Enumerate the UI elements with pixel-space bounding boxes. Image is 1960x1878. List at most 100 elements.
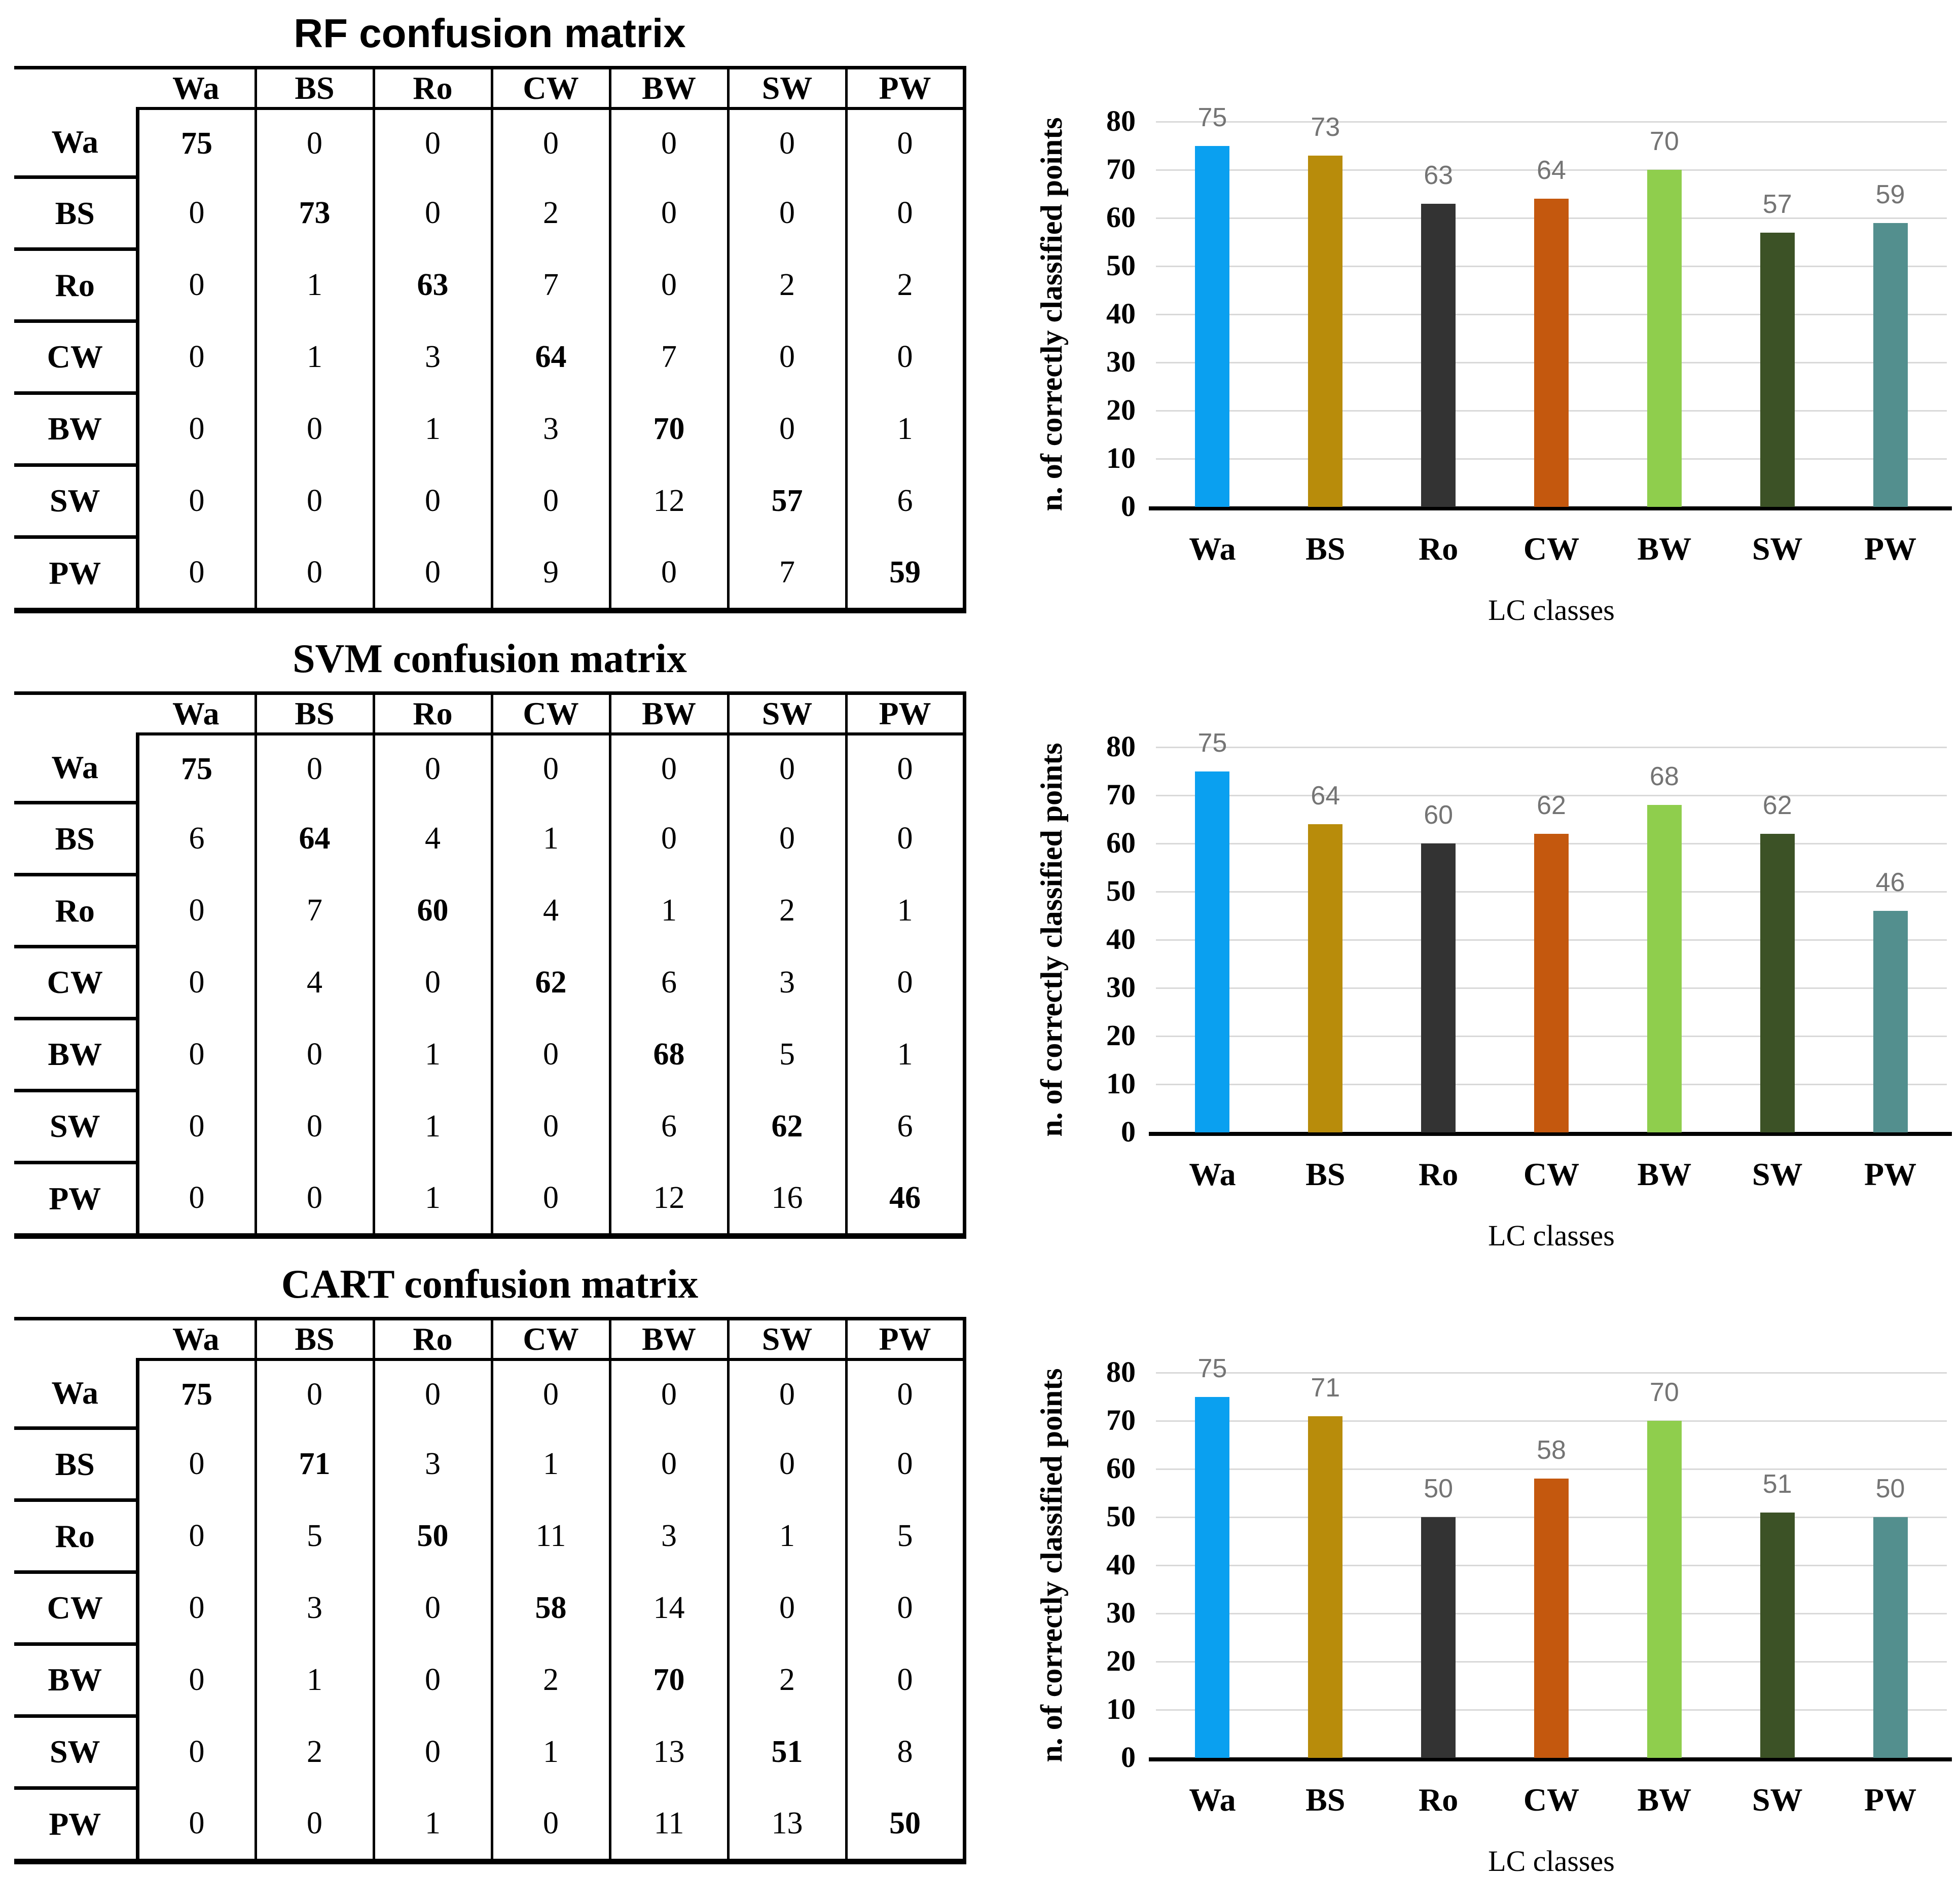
matrix-cell: 0 — [608, 1359, 728, 1428]
matrix-cell: 0 — [490, 1359, 610, 1428]
matrix-cell: 0 — [372, 734, 492, 803]
bar-plot-area: 0 10 20 30 40 50 60 70 80 75 Wa 64 BS 60 Ro 62 CW 68 BW 62 S… — [1106, 728, 1952, 1192]
matrix-cell: 0 — [254, 1788, 374, 1865]
y-tick-label: 70 — [1106, 153, 1136, 186]
matrix-col-header: SW — [727, 1317, 846, 1361]
gridline — [1156, 795, 1947, 796]
bar-ro — [1421, 1517, 1456, 1758]
y-tick-label: 40 — [1106, 923, 1136, 956]
matrix-cell: 1 — [254, 249, 374, 321]
bar-sw — [1760, 1512, 1795, 1758]
matrix-cell: 5 — [727, 1018, 846, 1091]
matrix-row: BS 0 73 0 2 0 0 0 — [14, 177, 966, 251]
matrix-row-label: Wa — [14, 108, 139, 179]
matrix-cell: 0 — [254, 393, 374, 465]
matrix-cell: 0 — [490, 108, 610, 177]
bar-value-label: 73 — [1311, 112, 1340, 142]
matrix-row: Wa 75 0 0 0 0 0 0 — [14, 734, 966, 805]
matrix-cell: 13 — [608, 1716, 728, 1788]
matrix-cell: 0 — [727, 802, 846, 875]
x-axis-title: LC classes — [1488, 594, 1615, 627]
y-tick-label: 70 — [1106, 1404, 1136, 1437]
bar-value-label: 50 — [1875, 1474, 1905, 1503]
matrix-row: CW 0 3 0 58 14 0 0 — [14, 1572, 966, 1646]
bar-cw — [1534, 834, 1569, 1132]
y-tick-label: 40 — [1106, 1548, 1136, 1581]
bar-bw — [1647, 805, 1682, 1132]
matrix-cell: 16 — [727, 1162, 846, 1239]
y-axis-title: n. of correctly classified points — [1035, 1368, 1068, 1762]
bar-value-label: 62 — [1537, 791, 1566, 820]
cart-matrix-title: CART confusion matrix — [281, 1262, 699, 1307]
category-label-bs: BS — [1305, 1156, 1346, 1192]
matrix-cell: 0 — [189, 965, 205, 1000]
matrix-cell: 0 — [608, 1428, 728, 1500]
matrix-row: BW 0 0 1 0 68 5 1 — [14, 1018, 966, 1092]
matrix-cell: 0 — [254, 108, 374, 177]
matrix-cell: 0 — [727, 393, 846, 465]
matrix-cell: 0 — [189, 411, 205, 446]
bar-sw — [1760, 834, 1795, 1132]
matrix-cell: 0 — [189, 1590, 205, 1625]
y-tick-label: 0 — [1121, 1741, 1136, 1774]
bar-value-label: 62 — [1762, 791, 1792, 820]
matrix-row-label: Wa — [14, 734, 139, 805]
matrix-cell: 7 — [608, 321, 728, 393]
matrix-header-row: Wa BS Ro CW BW SW PW — [14, 1317, 966, 1361]
y-axis-title: n. of correctly classified points — [1035, 117, 1068, 511]
cart-chart-section: 0 10 20 30 40 50 60 70 80 75 Wa 71 BS 50 Ro 58 CW 70 BW 51 S… — [965, 1251, 1960, 1877]
matrix-cell: 2 — [727, 249, 846, 321]
category-label-cw: CW — [1523, 1156, 1580, 1192]
x-axis-line — [1149, 1132, 1952, 1136]
x-axis-line — [1149, 1757, 1952, 1761]
matrix-cell: 0 — [727, 1572, 846, 1644]
matrix-cell: 0 — [845, 1644, 966, 1716]
matrix-cell: 0 — [845, 802, 966, 875]
matrix-header: Wa BS Ro CW BW SW PW — [14, 66, 966, 110]
svm-bar-chart: 0 10 20 30 40 50 60 70 80 75 Wa 64 BS 60 Ro 62 CW 68 BW 62 S… — [965, 625, 1960, 1252]
matrix-row: Wa 75 0 0 0 0 0 0 — [14, 1359, 966, 1430]
matrix-cell: 0 — [137, 537, 256, 614]
panel-cart: CART confusion matrix Wa BS Ro CW BW SW PW Wa 75… — [0, 1251, 1960, 1877]
matrix-cell: 4 — [372, 802, 492, 875]
matrix-row: Ro 0 5 50 11 3 1 5 — [14, 1500, 966, 1574]
matrix-cell: 75 — [181, 1377, 212, 1412]
matrix-col-header: BW — [608, 1317, 728, 1361]
matrix-cell: 51 — [727, 1716, 846, 1788]
matrix-cell: 11 — [608, 1788, 728, 1865]
matrix-cell: 60 — [372, 874, 492, 947]
y-tick-label: 0 — [1121, 1115, 1136, 1149]
matrix-col-header: BS — [254, 1317, 374, 1361]
matrix-col-header: Ro — [372, 691, 492, 735]
matrix-col-header: PW — [845, 1317, 966, 1361]
matrix-row: BS 0 71 3 1 0 0 0 — [14, 1428, 966, 1502]
matrix-body: Wa 75 0 0 0 0 0 0 BS 6 64 4 1 0 0 0 Ro 0 7 60 4 1 2 1 CW 0 4 0 62 6 3 0… — [14, 734, 966, 1239]
y-tick-label: 80 — [1106, 104, 1136, 138]
matrix-cell: 6 — [608, 946, 728, 1019]
matrix-cell: 8 — [845, 1716, 966, 1788]
matrix-cell: 0 — [372, 1644, 492, 1716]
rf-matrix-section: RF confusion matrix Wa BS Ro CW BW SW PW Wa 75 0 0… — [0, 0, 966, 625]
matrix-cell: 0 — [845, 734, 966, 803]
matrix-row: SW 0 0 0 0 12 57 6 — [14, 465, 966, 539]
matrix-cell: 58 — [490, 1572, 610, 1644]
matrix-cell: 50 — [372, 1500, 492, 1572]
matrix-row-label: CW — [14, 946, 139, 1020]
matrix-cell: 0 — [845, 177, 966, 249]
matrix-cell: 11 — [490, 1500, 610, 1572]
matrix-cell: 0 — [727, 177, 846, 249]
matrix-row: PW 0 0 0 9 0 7 59 — [14, 537, 966, 614]
matrix-cell: 0 — [372, 946, 492, 1019]
matrix-row-label: Wa — [14, 1359, 139, 1430]
matrix-row-label: PW — [14, 1788, 139, 1865]
matrix-cell: 0 — [608, 249, 728, 321]
bar-cw — [1534, 1479, 1569, 1758]
gridline — [1156, 1372, 1947, 1374]
matrix-cell: 0 — [372, 537, 492, 614]
y-tick-label: 60 — [1106, 826, 1136, 860]
confusion-matrix-table: Wa BS Ro CW BW SW PW Wa 75 0 0 0 0 0 0 BS 0 71 3 1 0 0 0 Ro 0 5 50… — [14, 1317, 966, 1865]
matrix-row: SW 0 0 1 0 6 62 6 — [14, 1090, 966, 1164]
bar-plot-area: 0 10 20 30 40 50 60 70 80 75 Wa 73 BS 63 Ro 64 CW 70 BW 57 S… — [1106, 103, 1952, 567]
bar-value-label: 71 — [1311, 1373, 1340, 1403]
matrix-cell: 5 — [254, 1500, 374, 1572]
